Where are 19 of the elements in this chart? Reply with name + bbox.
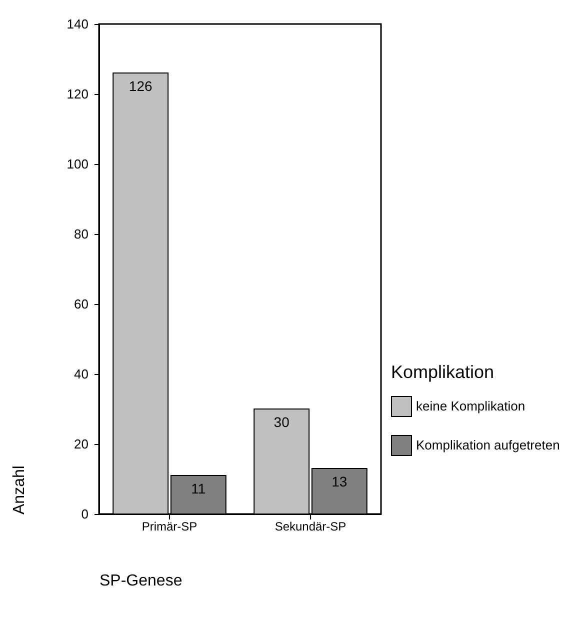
- y-tick-label: 100: [66, 156, 88, 172]
- data-label: 30: [274, 414, 290, 430]
- legend-label: keine Komplikation: [416, 398, 526, 414]
- y-tick-label: 80: [74, 226, 88, 242]
- y-tick-label: 0: [81, 506, 88, 522]
- x-tick-label: Sekundär-SP: [274, 520, 346, 534]
- x-tick-label: Primär-SP: [142, 520, 198, 534]
- data-label: 11: [191, 480, 206, 496]
- x-axis-title: SP-Genese: [100, 572, 182, 590]
- legend-label: Komplikation aufgetreten: [416, 438, 560, 452]
- y-tick-label: 140: [66, 16, 88, 32]
- data-label: 126: [128, 78, 152, 94]
- y-tick-label: 120: [66, 86, 88, 102]
- y-axis-title: Anzahl: [10, 466, 28, 514]
- legend-title: Komplikation: [391, 362, 494, 382]
- data-label: 13: [332, 474, 348, 490]
- y-tick-label: 40: [74, 366, 88, 382]
- y-tick-label: 20: [74, 436, 88, 452]
- y-tick-label: 60: [74, 296, 88, 312]
